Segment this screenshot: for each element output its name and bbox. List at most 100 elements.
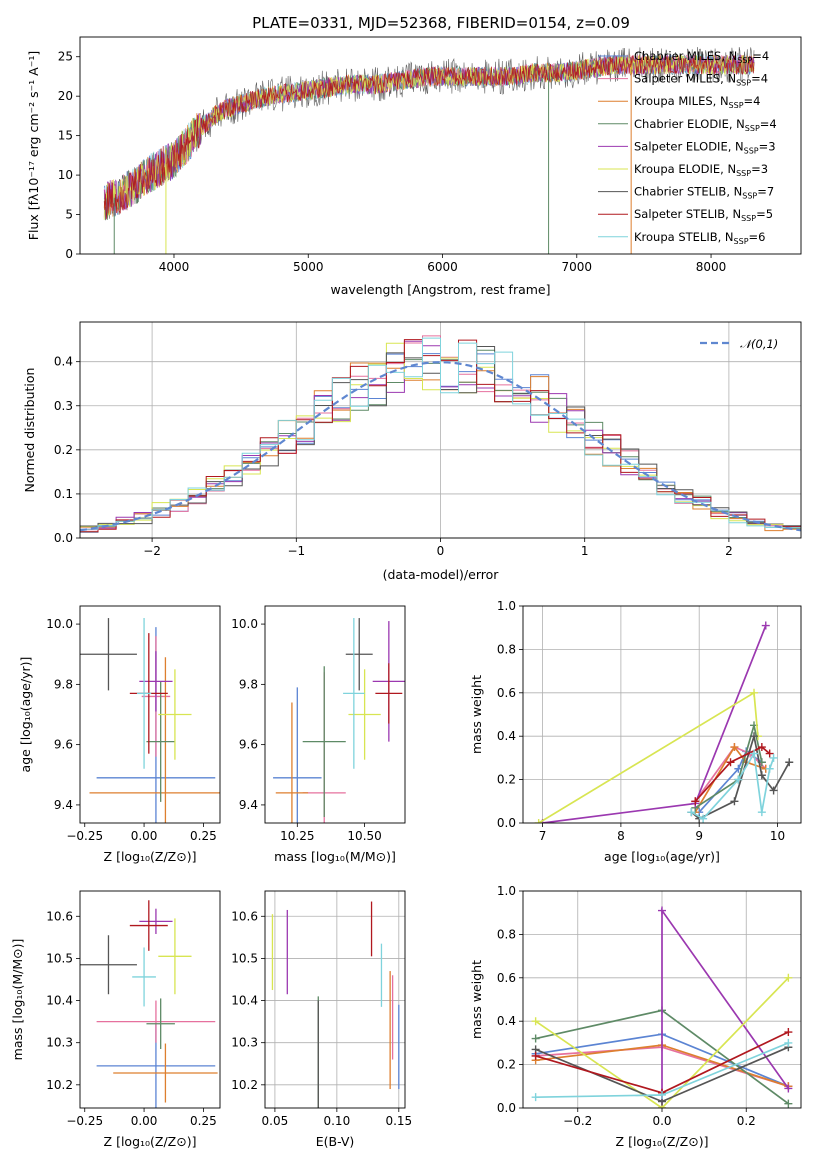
weight-series — [694, 745, 767, 802]
y-tick-label: 15 — [58, 129, 73, 143]
y-tick-label: 5 — [65, 208, 73, 222]
y-tick-label: 0.0 — [54, 531, 73, 545]
y-tick-label: 10.3 — [46, 1036, 73, 1050]
legend-label: 𝒩(0,1) — [740, 337, 778, 351]
y-axis-label: mass [log₁₀(M/M⊙)] — [10, 939, 25, 1061]
x-tick-label: 0.25 — [190, 1114, 217, 1128]
axes-frame — [79, 890, 221, 1109]
x-tick-label: −2 — [143, 544, 161, 558]
plot-area — [531, 906, 793, 1108]
y-tick-label: 10.6 — [231, 909, 258, 923]
x-tick-label: 10.50 — [347, 829, 381, 843]
x-tick-label: −0.2 — [563, 1114, 592, 1128]
y-tick-label: 10.3 — [231, 1036, 258, 1050]
histogram-series — [80, 337, 801, 530]
legend-label: Salpeter ELODIE, NSSP=3 — [634, 139, 776, 155]
weight-marker — [534, 819, 543, 823]
weight-marker — [765, 764, 774, 773]
x-tick-label: 0.0 — [652, 1114, 671, 1128]
x-tick-label: 0.05 — [262, 1114, 289, 1128]
x-tick-label: 6000 — [427, 260, 458, 274]
axes-frame — [264, 890, 406, 1109]
weight-marker — [784, 1099, 793, 1108]
y-tick-label: 9.6 — [54, 738, 73, 752]
weight-marker — [730, 797, 739, 806]
y-tick-label: 10.4 — [231, 994, 258, 1008]
y-axis-label: mass weight — [469, 675, 484, 754]
x-tick-label: 0.15 — [385, 1114, 412, 1128]
x-tick-label: 10 — [770, 829, 785, 843]
weight-marker — [757, 808, 766, 817]
plot-area — [273, 618, 405, 823]
weight-series — [542, 625, 767, 823]
normal-curve — [80, 361, 801, 532]
weight-marker — [750, 749, 759, 758]
legend-label: Kroupa STELIB, NSSP=6 — [634, 230, 765, 246]
y-tick-label: 0.4 — [54, 355, 73, 369]
weight-marker — [531, 1017, 540, 1026]
y-axis-label: mass weight — [469, 960, 484, 1039]
axes-frame — [79, 321, 802, 539]
y-tick-label: 9.4 — [239, 798, 258, 812]
plot-area — [80, 335, 801, 533]
plot-area — [80, 618, 220, 823]
y-tick-label: 0 — [65, 247, 73, 261]
panel-mass-vs-ebv: 0.05 0.10 0.15 10.2 10.3 10.4 10.5 10.6 E(B-V) — [231, 890, 412, 1149]
weight-marker — [761, 621, 770, 630]
x-tick-label: 4000 — [159, 260, 190, 274]
y-tick-label: 0.2 — [497, 1058, 516, 1072]
legend-label: Salpeter STELIB, NSSP=5 — [634, 207, 773, 223]
x-tick-label: −0.25 — [66, 829, 103, 843]
y-tick-label: 0.8 — [497, 642, 516, 656]
panel-mass-vs-Z: −0.25 0.00 0.25 10.2 10.3 10.4 10.5 10.6 Z [log₁… — [10, 890, 221, 1149]
y-tick-label: 10.2 — [231, 1078, 258, 1092]
legend-label: Chabrier ELODIE, NSSP=4 — [634, 117, 777, 133]
weight-marker — [757, 771, 766, 780]
weight-series — [694, 725, 763, 809]
y-tick-label: 9.4 — [54, 798, 73, 812]
y-tick-label: 10.5 — [46, 951, 73, 965]
weight-marker — [699, 814, 708, 823]
x-tick-label: −0.25 — [66, 1114, 103, 1128]
x-axis-label: wavelength [Angstrom, rest frame] — [330, 282, 550, 297]
x-tick-label: 1 — [581, 544, 589, 558]
figure-title: PLATE=0331, MJD=52368, FIBERID=0154, z=0… — [252, 14, 630, 32]
weight-marker — [691, 797, 700, 806]
x-tick-label: 0.10 — [323, 1114, 350, 1128]
y-axis-label: age [log₁₀(age/yr)] — [18, 657, 33, 773]
weight-marker — [784, 1028, 793, 1037]
weight-marker — [769, 753, 778, 762]
x-tick-label: 2 — [725, 544, 733, 558]
y-tick-label: 25 — [58, 50, 73, 64]
panel-age-vs-mass: 10.25 10.50 9.4 9.6 9.8 10.0 mass [log₁₀(M/M⊙)… — [231, 605, 406, 864]
y-tick-label: 0.3 — [54, 399, 73, 413]
weight-marker — [730, 743, 739, 752]
axes-frame — [522, 890, 802, 1109]
plot-area — [103, 46, 755, 254]
spectrum-line — [103, 54, 755, 220]
weight-marker — [750, 732, 759, 741]
y-axis-label: Flux [fλ10⁻¹⁷ erg cm⁻² s⁻¹ A⁻¹] — [26, 51, 41, 240]
weight-marker — [734, 775, 743, 784]
x-tick-label: 8 — [617, 829, 625, 843]
panel-residuals: −2 −1 0 1 2 0.0 0.1 0.2 0.3 0.4 (data-model)/error… — [22, 321, 802, 582]
y-tick-label: 0.6 — [497, 686, 516, 700]
y-tick-label: 10.2 — [46, 1078, 73, 1092]
legend-label: Kroupa MILES, NSSP=4 — [634, 94, 760, 110]
x-tick-label: 0.00 — [131, 829, 158, 843]
weight-series — [538, 691, 759, 823]
weight-series — [535, 977, 790, 1108]
x-tick-label: 5000 — [293, 260, 324, 274]
x-tick-label: 8000 — [696, 260, 727, 274]
axes-frame — [264, 605, 406, 824]
weight-marker — [531, 1093, 540, 1102]
x-tick-label: 0.00 — [131, 1114, 158, 1128]
plot-area — [534, 621, 794, 823]
weight-marker — [658, 906, 666, 915]
y-tick-label: 1.0 — [497, 884, 516, 898]
weight-marker — [687, 808, 696, 817]
axes-frame — [522, 605, 802, 824]
axes-frame — [79, 605, 221, 824]
weight-marker — [784, 1084, 793, 1093]
weight-marker — [726, 758, 735, 767]
